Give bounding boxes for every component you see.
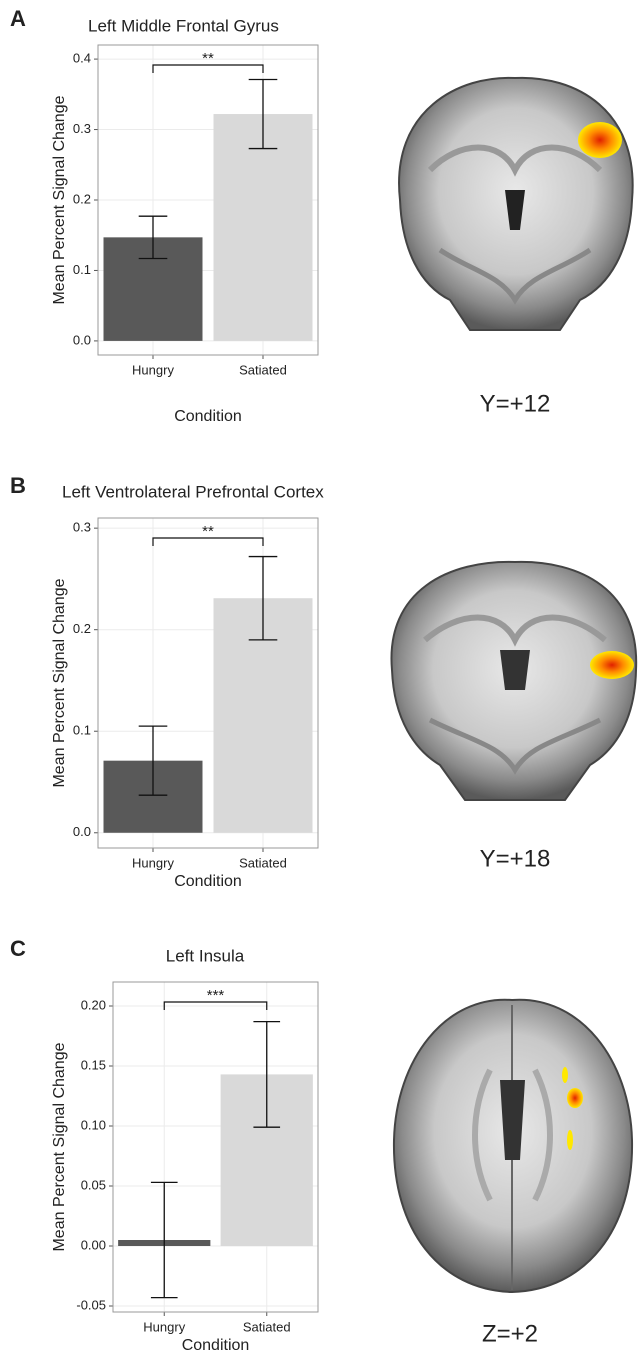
y-axis-label: Mean Percent Signal Change <box>51 95 68 304</box>
y-tick-label: 0.4 <box>73 51 91 66</box>
image-label: Y=+12 <box>480 390 551 417</box>
chart-title: Left Insula <box>166 946 245 965</box>
y-tick-label: 0.1 <box>73 723 91 738</box>
page: Y=+12 Y=+18 Z=+2 A Left Middle Frontal Gy… <box>0 0 644 1355</box>
x-tick-label: Satiated <box>239 855 287 870</box>
y-tick-label: 0.2 <box>73 191 91 206</box>
figure: Y=+12 Y=+18 Z=+2 A Left Middle Frontal Gy… <box>0 0 644 1355</box>
brain-image <box>391 562 636 800</box>
x-tick-label: Hungry <box>143 1319 185 1334</box>
y-axis-label: Mean Percent Signal Change <box>51 578 68 787</box>
image-label: Y=+18 <box>480 845 551 872</box>
y-tick-label: -0.05 <box>76 1297 106 1312</box>
y-tick-label: 0.1 <box>73 262 91 277</box>
x-axis-label: Condition <box>174 873 242 890</box>
image-label: Z=+2 <box>482 1320 538 1347</box>
y-tick-label: 0.10 <box>81 1117 106 1132</box>
brain-image <box>399 78 633 330</box>
y-tick-label: 0.0 <box>73 824 91 839</box>
y-tick-label: 0.20 <box>81 997 106 1012</box>
y-axis-label: Mean Percent Signal Change <box>51 1042 68 1251</box>
x-axis-label: Condition <box>182 1337 250 1354</box>
significance-label: *** <box>207 987 225 1004</box>
x-tick-label: Hungry <box>132 362 174 377</box>
x-tick-label: Hungry <box>132 855 174 870</box>
y-tick-label: 0.3 <box>73 520 91 535</box>
x-tick-label: Satiated <box>239 362 287 377</box>
chart-title: Left Middle Frontal Gyrus <box>88 16 279 35</box>
y-tick-label: 0.15 <box>81 1057 106 1072</box>
y-tick-label: 0.2 <box>73 621 91 636</box>
x-axis-label: Condition <box>174 408 242 425</box>
chart-title: Left Ventrolateral Prefrontal Cortex <box>62 482 324 501</box>
panel-letter: C <box>10 936 26 961</box>
significance-label: ** <box>202 523 214 540</box>
x-tick-label: Satiated <box>243 1319 291 1334</box>
y-tick-label: 0.0 <box>73 332 91 347</box>
y-tick-label: 0.00 <box>81 1237 106 1252</box>
panel-letter: B <box>10 473 26 498</box>
y-tick-label: 0.05 <box>81 1177 106 1192</box>
significance-label: ** <box>202 50 214 67</box>
y-tick-label: 0.3 <box>73 121 91 136</box>
brain-image <box>394 1000 632 1292</box>
panel-letter: A <box>10 6 26 31</box>
